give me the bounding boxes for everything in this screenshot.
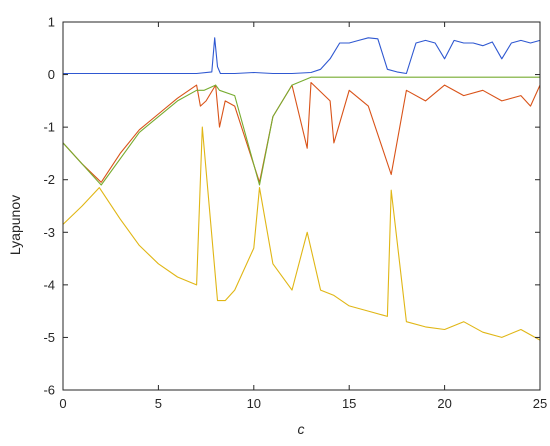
axes-box xyxy=(62,21,541,391)
series-line-3 xyxy=(62,76,540,186)
x-tick-label: 15 xyxy=(342,396,356,411)
y-axis-label: Lyapunov xyxy=(7,195,23,255)
y-tick-label: -5 xyxy=(43,330,55,345)
y-tick-label: 1 xyxy=(48,15,55,30)
x-tick-label: 0 xyxy=(59,396,66,411)
series-line-1 xyxy=(63,37,541,75)
x-axis-label: c xyxy=(298,421,305,437)
y-tick-label: -4 xyxy=(43,277,55,292)
y-tick-label: -3 xyxy=(43,225,55,240)
y-tick-label: -6 xyxy=(43,383,55,398)
x-tick-label: 20 xyxy=(437,396,451,411)
y-tick-label: -1 xyxy=(43,120,55,135)
y-tick-label: 0 xyxy=(48,67,55,82)
y-tick-label: -2 xyxy=(43,172,55,187)
plot-area xyxy=(63,22,540,390)
plot-background xyxy=(63,22,540,390)
x-tick-label: 5 xyxy=(155,396,162,411)
x-tick-label: 25 xyxy=(533,396,547,411)
series-layer xyxy=(62,37,541,341)
x-tick-label: 10 xyxy=(247,396,261,411)
series-line-4 xyxy=(62,126,541,341)
